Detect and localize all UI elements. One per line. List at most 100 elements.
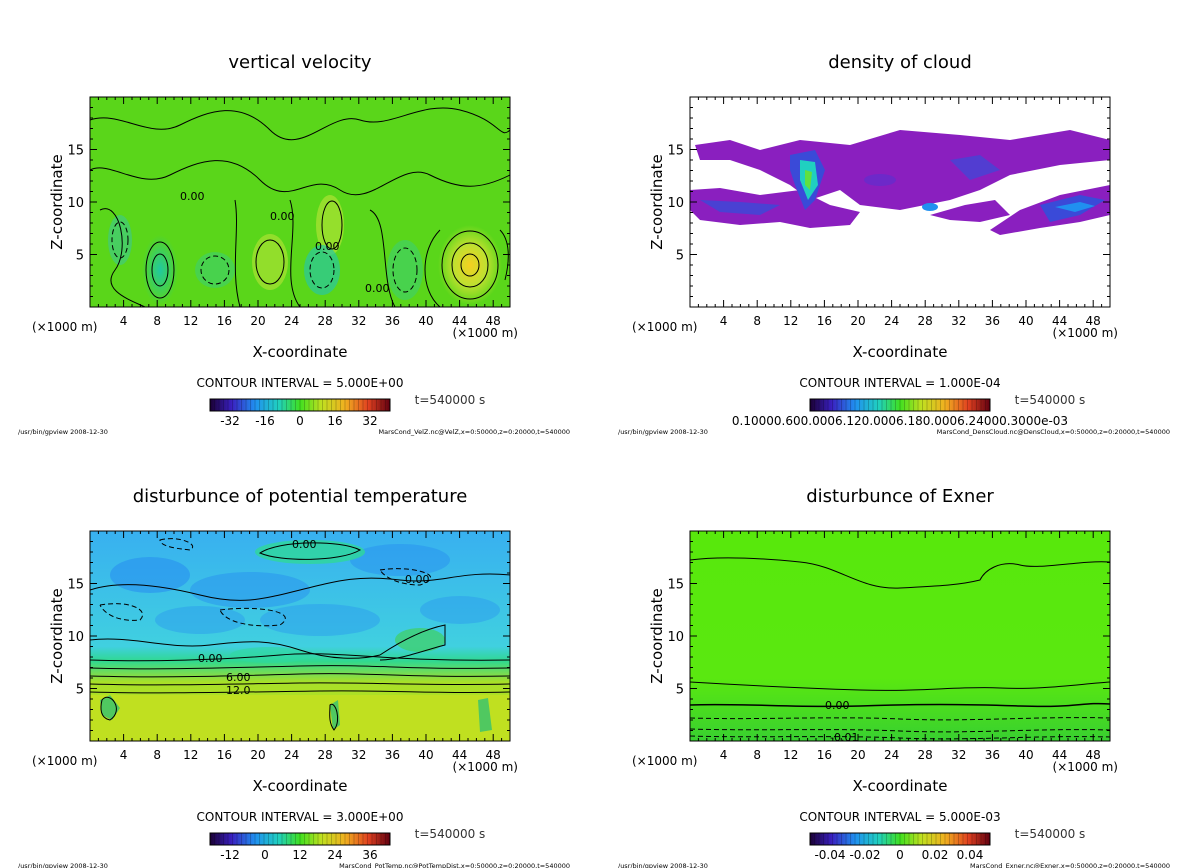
x-tick-label: 16 (817, 748, 832, 762)
y-tick-label: 10 (667, 630, 684, 645)
x-tick-label: 28 (318, 314, 333, 328)
colorbar-tick-label: -12 (220, 848, 240, 862)
x-tick-label: 32 (951, 314, 966, 328)
x-tick-label: 48 (486, 748, 501, 762)
x-tick-label: 44 (1052, 314, 1067, 328)
x-tick-label: 4 (720, 314, 728, 328)
x-unit-left: (×1000 m) (632, 754, 697, 768)
x-tick-label: 4 (120, 314, 128, 328)
panel-exner: disturbunce of Exner 0.00 -0.01 4 8 12 16 20… (618, 486, 1170, 868)
x-tick-label: 12 (783, 314, 798, 328)
contour-interval: CONTOUR INTERVAL = 1.000E-04 (799, 376, 1000, 390)
x-tick-label: 44 (1052, 748, 1067, 762)
x-tick-label: 48 (1086, 314, 1101, 328)
x-tick-label: 8 (153, 748, 161, 762)
x-axis-label: X-coordinate (253, 343, 348, 361)
chart-title: density of cloud (828, 52, 972, 73)
y-tick-label: 5 (676, 249, 684, 264)
footer-left: /usr/bin/gpview 2008-12-30 (18, 428, 108, 436)
x-tick-label: 44 (452, 314, 467, 328)
x-tick-label: 20 (250, 314, 265, 328)
y-tick-label: 5 (676, 683, 684, 698)
footer-left: /usr/bin/gpview 2008-12-30 (618, 428, 708, 436)
x-tick-label: 4 (120, 748, 128, 762)
y-tick-label: 15 (667, 144, 684, 159)
x-tick-label: 20 (850, 748, 865, 762)
x-tick-label: 16 (217, 748, 232, 762)
y-tick-label: 15 (67, 578, 84, 593)
x-tick-label: 44 (452, 748, 467, 762)
x-tick-label: 36 (385, 748, 400, 762)
plot-field (690, 97, 1110, 307)
panel-potential-temperature: disturbunce of potential temperature (18, 486, 570, 868)
colorbar-tick-label: -0.04 (814, 848, 845, 862)
chart-title: vertical velocity (228, 52, 372, 73)
footer-right: MarsCond_VelZ.nc@VelZ,x=0:50000,z=0:2000… (379, 428, 570, 436)
colorbar-tick-label: -32 (220, 414, 240, 428)
x-tick-label: 36 (385, 314, 400, 328)
x-tick-label: 8 (153, 314, 161, 328)
contour-label-group: 0.00 0.00 0.00 0.00 (180, 190, 390, 295)
x-tick-label: 24 (884, 748, 899, 762)
contour-lines (90, 542, 510, 731)
x-tick-label: 28 (918, 748, 933, 762)
contour-lines (690, 557, 1110, 708)
y-tick-label: 15 (67, 144, 84, 159)
x-axis-label: X-coordinate (253, 777, 348, 795)
chart-title: disturbunce of potential temperature (133, 486, 468, 507)
colorbar-tick-label: 0.10000.600.0006.120.0006.180.0006.24000… (732, 414, 1068, 428)
plot-field: 0.00 0.00 0.00 0.00 (90, 97, 510, 307)
x-tick-label: 8 (753, 314, 761, 328)
y-axis-label: Z-coordinate (648, 588, 666, 683)
x-unit-left: (×1000 m) (32, 320, 97, 334)
svg-text:0.00: 0.00 (405, 573, 430, 586)
y-axis-label: Z-coordinate (48, 154, 66, 249)
x-tick-label: 32 (951, 748, 966, 762)
x-tick-label: 40 (1018, 748, 1033, 762)
colorbar-tick-label: 32 (362, 414, 377, 428)
x-tick-label: 8 (753, 748, 761, 762)
y-tick-label: 5 (76, 249, 84, 264)
x-tick-label: 24 (284, 314, 299, 328)
footer-left: /usr/bin/gpview 2008-12-30 (18, 862, 108, 868)
time-label: t=540000 s (415, 827, 486, 841)
x-tick-label: 36 (985, 748, 1000, 762)
x-axis-label: X-coordinate (853, 343, 948, 361)
x-tick-label: 48 (486, 314, 501, 328)
time-label: t=540000 s (1015, 827, 1086, 841)
time-label: t=540000 s (415, 393, 486, 407)
colorbar-tick-label: -16 (255, 414, 275, 428)
footer-right: MarsCond_DensCloud.nc@DensCloud,x=0:5000… (937, 428, 1170, 436)
contour-lines (90, 107, 510, 307)
panel-vertical-velocity: vertical velocity (18, 52, 570, 436)
x-tick-label: 28 (318, 748, 333, 762)
svg-text:0.00: 0.00 (315, 240, 340, 253)
contour-label-group: 0.00 0.00 0.00 6.00 12.0 (198, 538, 430, 697)
y-tick-label: 15 (667, 578, 684, 593)
x-unit-right: (×1000 m) (453, 326, 518, 340)
contour-interval: CONTOUR INTERVAL = 3.000E+00 (197, 810, 404, 824)
y-axis-label: Z-coordinate (648, 154, 666, 249)
x-tick-label: 28 (918, 314, 933, 328)
panel-density-of-cloud: density of cloud 4 8 12 16 20 24 28 32 36 40 44 481… (618, 52, 1170, 436)
svg-text:0.00: 0.00 (198, 652, 223, 665)
svg-text:12.0: 12.0 (226, 684, 251, 697)
x-axis-label: X-coordinate (853, 777, 948, 795)
y-tick-label: 10 (667, 196, 684, 211)
colorbar-tick-label: 0 (261, 848, 269, 862)
x-tick-label: 12 (183, 748, 198, 762)
colorbar-tick-label: 0 (296, 414, 304, 428)
footer-left: /usr/bin/gpview 2008-12-30 (618, 862, 708, 868)
x-tick-label: 16 (217, 314, 232, 328)
x-tick-label: 20 (250, 748, 265, 762)
x-unit-left: (×1000 m) (32, 754, 97, 768)
x-tick-label: 40 (418, 314, 433, 328)
svg-text:0.00: 0.00 (292, 538, 317, 551)
plot-field: 0.00 -0.01 (690, 531, 1110, 741)
x-unit-right: (×1000 m) (1053, 760, 1118, 774)
colorbar-tick-label: 24 (327, 848, 342, 862)
x-tick-label: 20 (850, 314, 865, 328)
